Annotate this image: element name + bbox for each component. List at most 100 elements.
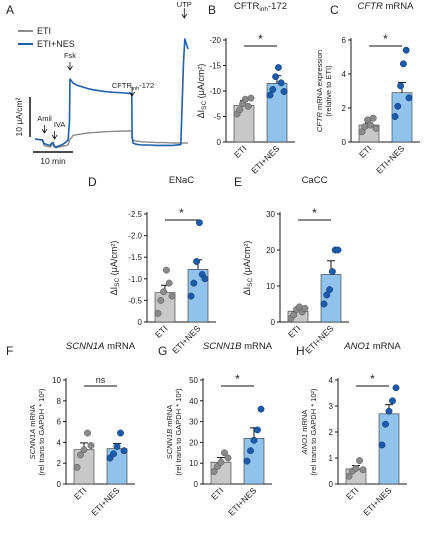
y-tick-label: -1.5: [128, 253, 142, 262]
y-axis-label-main: ΔI: [109, 287, 119, 296]
y-tick-label: 0: [342, 138, 347, 147]
data-point: [113, 443, 121, 451]
panel-title-main: SCNN1A: [66, 341, 105, 352]
data-point: [120, 447, 128, 455]
panel-title-suffix: mRNA: [241, 341, 272, 352]
data-point: [162, 266, 170, 274]
y-tick-label: 3: [329, 402, 334, 411]
y-tick-label: 4: [329, 376, 334, 385]
y-tick-label: 50: [189, 376, 198, 385]
y-axis-label-unit: (μA/cm²): [242, 241, 252, 278]
x-tick-label: ETI+NES: [303, 323, 336, 356]
panel-title-sub: inh: [259, 6, 268, 13]
y-tick-label: 0: [217, 138, 222, 147]
amil-label: Amil: [37, 114, 52, 123]
data-point: [378, 441, 386, 449]
x-tick-label: ETI+NES: [170, 323, 203, 356]
x-tick-label: ETI+NES: [249, 143, 282, 176]
data-point: [280, 88, 288, 95]
data-point: [154, 309, 162, 317]
y-axis-label-sub: SC: [201, 101, 208, 110]
panel-title-suffix: mRNA: [383, 1, 414, 12]
y-tick-label: 2: [329, 428, 334, 437]
data-point: [356, 457, 363, 465]
data-point: [168, 292, 176, 300]
panel-letter: C: [330, 3, 339, 17]
data-point: [117, 429, 124, 437]
utp-label: UTP: [177, 0, 192, 9]
panel-title: SCNN1B mRNA: [203, 341, 273, 352]
y-tick-label: 30: [189, 418, 198, 427]
data-point: [385, 407, 393, 415]
data-point: [352, 464, 360, 472]
panel-title-main: ENaC: [169, 175, 194, 186]
data-point: [247, 94, 255, 102]
data-point: [250, 436, 258, 444]
data-point: [372, 124, 380, 132]
x-tick-label: ETI: [286, 323, 302, 339]
amil-arrow-head: [41, 128, 48, 134]
y-axis-label-suffix: mRNA: [300, 410, 309, 434]
data-point: [201, 275, 209, 283]
data-point: [217, 458, 225, 466]
data-point: [382, 420, 389, 428]
x-tick-label: ETI+NES: [226, 485, 259, 518]
fsk-label: Fsk: [64, 51, 76, 60]
panel-title: ANO1 mRNA: [343, 341, 401, 352]
panel-title-main: SCNN1B: [203, 341, 242, 352]
y-tick-label: -10: [209, 87, 221, 96]
significance-label: *: [383, 32, 388, 46]
y-axis-label-line2: (rel trans to GAPDH * 10²): [309, 388, 318, 476]
y-tick-label: 0: [57, 480, 62, 489]
panel-title-suffix: mRNA: [370, 341, 401, 352]
y-tick-label: 4: [57, 438, 62, 447]
data-point: [195, 219, 203, 227]
data-point: [157, 296, 165, 304]
y-tick-label: 6: [57, 418, 62, 427]
cftrinh-suffix: -172: [139, 81, 154, 90]
panel-letter: A: [6, 3, 14, 17]
trace-legend: ETI ETI+NES: [18, 26, 75, 49]
y-axis-label-main: SCNN1B: [165, 429, 174, 459]
y-tick-label: 20: [189, 438, 198, 447]
y-tick-label: 2: [342, 104, 347, 113]
data-point: [193, 258, 201, 265]
x-tick-label: ETI+NES: [361, 485, 394, 518]
y-axis-label-main: CFTR: [315, 111, 324, 132]
scale-bar-y-label: 10 μA/cm²: [14, 97, 24, 136]
data-point: [160, 288, 168, 296]
data-point: [84, 429, 91, 437]
y-tick-label: -15: [209, 62, 221, 71]
legend-label: ETI+NES: [37, 39, 75, 49]
panel-title: CaCC: [302, 175, 328, 186]
trace-line: [34, 38, 189, 148]
data-point: [274, 64, 282, 71]
cftrinh-label: CFTRinh-172: [112, 81, 154, 92]
data-point: [236, 106, 244, 114]
y-tick-label: -20: [209, 36, 221, 45]
panel-letter: D: [88, 175, 97, 189]
y-tick-label: -2.0: [128, 232, 142, 241]
data-point: [87, 442, 95, 449]
panel-title: ENaC: [169, 175, 194, 186]
y-axis-label: SCNN1B mRNA: [165, 405, 174, 460]
x-tick-label: ETI+NES: [89, 485, 122, 518]
y-tick-label: 40: [189, 397, 198, 406]
y-tick-label: 30: [266, 210, 275, 219]
data-point: [80, 446, 88, 454]
cftrinh-main: CFTR: [112, 81, 133, 90]
panel-title-main: CFTR: [234, 1, 259, 12]
utp-arrow-head: [181, 13, 188, 19]
legend-label: ETI: [37, 26, 51, 36]
y-tick-label: 8: [57, 397, 62, 406]
data-point: [224, 454, 232, 462]
panel-e: E 0 10 20 30 CaCC ΔISC (μA/cm²) ETI ETI+NES *: [234, 175, 349, 356]
panel-b: B 0 -5 -10 -15 -20 CFTRinh-172 ΔISC (μA/cm²) ETI…: [196, 1, 295, 176]
fsk-arrow-head: [67, 65, 73, 71]
data-point: [77, 451, 84, 459]
panel-title-main: ANO1: [343, 341, 370, 352]
data-point: [369, 114, 377, 122]
